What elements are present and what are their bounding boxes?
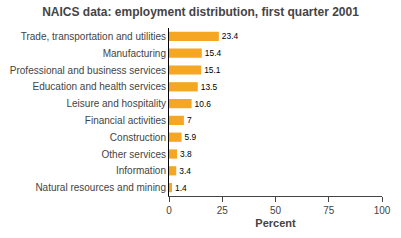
svg-text:25: 25 — [217, 205, 229, 216]
svg-text:15.4: 15.4 — [205, 48, 222, 58]
svg-text:Information: Information — [116, 165, 166, 176]
svg-text:1.4: 1.4 — [175, 183, 187, 193]
svg-text:100: 100 — [374, 205, 391, 216]
svg-text:3.8: 3.8 — [180, 149, 192, 159]
svg-text:Manufacturing: Manufacturing — [103, 48, 166, 59]
svg-text:Natural resources and mining: Natural resources and mining — [35, 182, 166, 193]
svg-text:23.4: 23.4 — [222, 31, 239, 41]
svg-text:13.5: 13.5 — [201, 82, 218, 92]
svg-text:0: 0 — [166, 205, 172, 216]
svg-text:75: 75 — [323, 205, 335, 216]
svg-text:5.9: 5.9 — [185, 132, 197, 142]
svg-text:Education and health services: Education and health services — [33, 81, 166, 92]
svg-text:Trade, transportation and util: Trade, transportation and utilities — [21, 31, 166, 42]
svg-text:15.1: 15.1 — [204, 65, 221, 75]
svg-text:10.6: 10.6 — [195, 99, 212, 109]
svg-text:Leisure and hospitality: Leisure and hospitality — [66, 98, 166, 109]
svg-text:Financial activities: Financial activities — [85, 115, 166, 126]
svg-text:Construction: Construction — [110, 132, 166, 143]
svg-text:Other services: Other services — [102, 149, 166, 160]
svg-text:NAICS data: employment distrib: NAICS data: employment distribution, fir… — [42, 5, 359, 19]
svg-text:Professional and business serv: Professional and business services — [10, 65, 166, 76]
svg-text:7: 7 — [187, 115, 192, 125]
svg-text:3.4: 3.4 — [179, 166, 191, 176]
svg-text:Percent: Percent — [255, 217, 296, 229]
svg-text:50: 50 — [270, 205, 282, 216]
